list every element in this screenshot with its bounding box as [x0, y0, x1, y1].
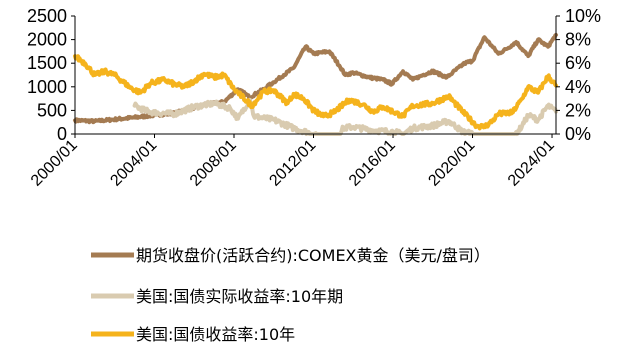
right-y-tick-label: 0%	[565, 124, 591, 144]
x-tick-label: 2024/01	[505, 137, 558, 190]
x-tick-label: 2008/01	[187, 137, 240, 190]
left-y-tick-label: 2500	[27, 6, 67, 26]
series-line-3	[73, 54, 558, 131]
left-y-tick-label: 1000	[27, 77, 67, 97]
x-tick-label: 2004/01	[107, 137, 160, 190]
x-tick-label: 2020/01	[425, 137, 478, 190]
legend-label-3: 美国:国债收益率:10年	[136, 325, 295, 344]
legend-label-2: 美国:国债实际收益率:10年期	[136, 287, 343, 306]
right-y-tick-label: 4%	[565, 77, 591, 97]
right-y-tick-label: 2%	[565, 100, 591, 120]
left-y-tick-label: 500	[37, 100, 67, 120]
left-y-tick-label: 2000	[27, 30, 67, 50]
legend: 期货收盘价(活跃合约):COMEX黄金（美元/盘司） 美国:国债实际收益率:10年…	[91, 246, 490, 344]
x-tick-label: 2012/01	[266, 137, 319, 190]
x-tick-label: 2000/01	[28, 137, 81, 190]
axes: 2500 2000 1500 1000 500 0 10% 8% 6% 4% 2% 0% 2000/01…	[27, 6, 601, 190]
right-y-tick-label: 10%	[565, 6, 601, 26]
left-y-tick-label: 0	[57, 124, 67, 144]
plot-lines	[73, 32, 558, 136]
left-y-tick-label: 1500	[27, 53, 67, 73]
x-tick-label: 2016/01	[346, 137, 399, 190]
right-y-tick-label: 6%	[565, 53, 591, 73]
right-y-tick-label: 8%	[565, 30, 591, 50]
legend-label-1: 期货收盘价(活跃合约):COMEX黄金（美元/盘司）	[136, 246, 490, 265]
